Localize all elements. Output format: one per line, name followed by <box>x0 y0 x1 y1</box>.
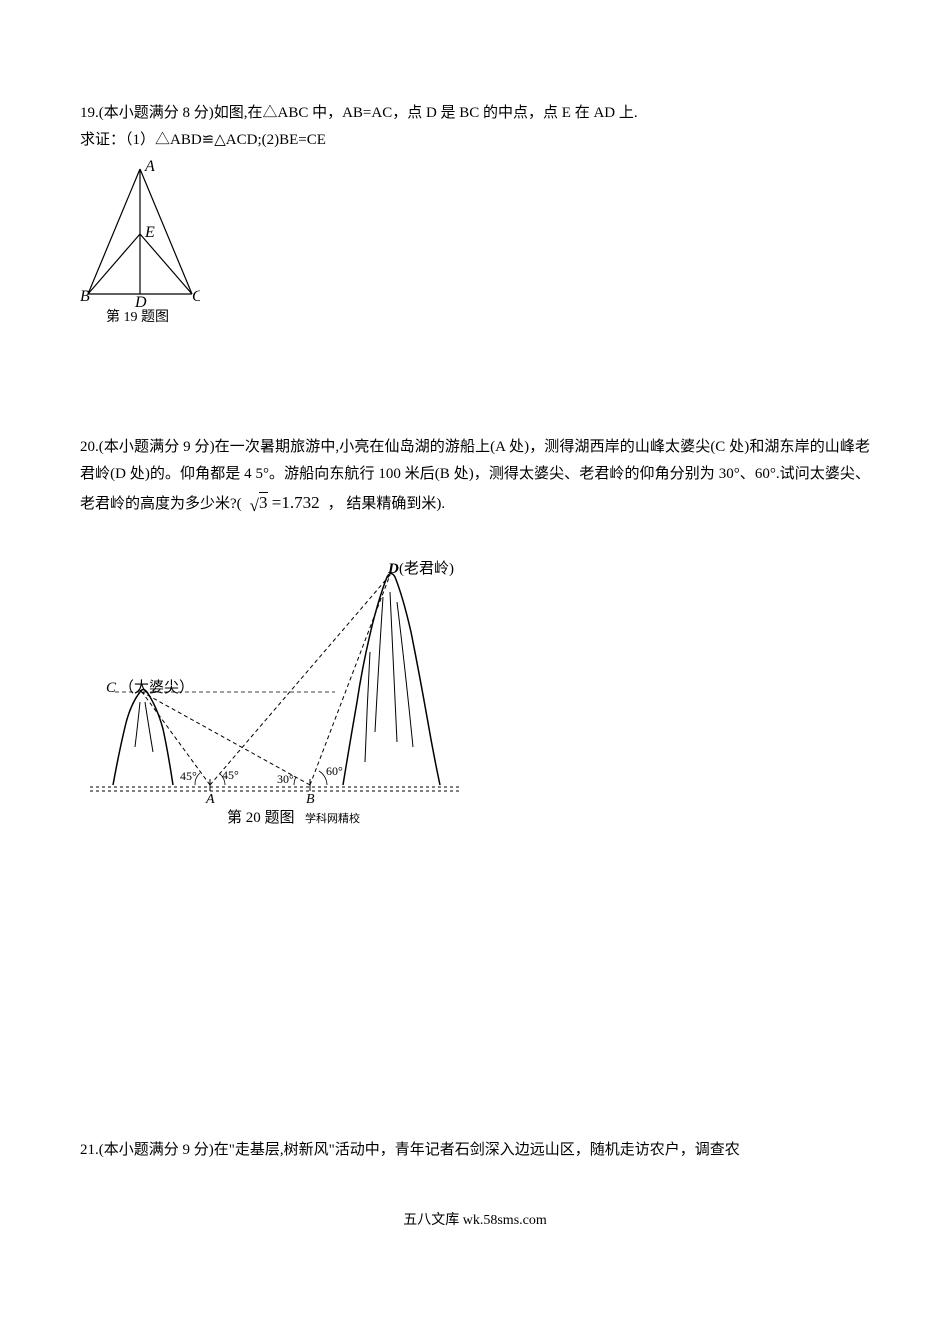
label-c-name: （太婆尖） <box>119 679 194 696</box>
angle-60: 60° <box>326 764 343 778</box>
figure-19: A B C D E 第 19 题图 <box>80 159 870 334</box>
figure-20-caption-main: 第 20 题图 <box>227 808 295 826</box>
label-b-point: B <box>306 792 315 807</box>
problem-21-text: 21.(本小题满分 9 分)在"走基层,树新风"活动中，青年记者石剑深入边远山区… <box>80 1137 870 1164</box>
problem-20: 20.(本小题满分 9 分)在一次暑期旅游中,小亮在仙岛湖的游船上(A 处)，测… <box>80 434 870 837</box>
label-a-point: A <box>205 792 215 807</box>
label-d: D <box>134 294 147 311</box>
problem-19: 19.(本小题满分 8 分)如图,在△ABC 中，AB=AC，点 D 是 BC … <box>80 100 870 334</box>
problem-19-text: 19.(本小题满分 8 分)如图,在△ABC 中，AB=AC，点 D 是 BC … <box>80 100 870 127</box>
label-a: A <box>144 159 155 175</box>
label-b: B <box>80 288 90 305</box>
label-d-name: (老君岭) <box>399 560 454 577</box>
label-d-peak: D <box>387 561 399 577</box>
figure-20-caption-suffix: 学科网精校 <box>305 811 360 825</box>
figure-19-caption: 第 19 题图 <box>106 308 169 324</box>
angle-45-left: 45° <box>180 769 197 783</box>
figure-20: D (老君岭) C （太婆尖） 45° 45° 30° 60° A B 第 20… <box>85 547 870 837</box>
label-e: E <box>144 224 155 241</box>
page-footer: 五八文库 wk.58sms.com <box>0 1209 950 1249</box>
label-c-peak: C <box>106 680 117 696</box>
angle-30: 30° <box>277 772 294 786</box>
problem-21: 21.(本小题满分 9 分)在"走基层,树新风"活动中，青年记者石剑深入边远山区… <box>80 1137 870 1164</box>
problem-20-text2: ， 结果精确到米). <box>328 496 446 512</box>
problem-19-proof: 求证：（1）△ABD≌△ACD;(2)BE=CE <box>80 127 870 154</box>
angle-45-right: 45° <box>222 768 239 782</box>
sqrt-expression: √3 =1.732 <box>245 493 323 512</box>
problem-20-text1: 20.(本小题满分 9 分)在一次暑期旅游中,小亮在仙岛湖的游船上(A 处)，测… <box>80 439 870 512</box>
problem-20-text: 20.(本小题满分 9 分)在一次暑期旅游中,小亮在仙岛湖的游船上(A 处)，测… <box>80 434 870 522</box>
label-c: C <box>192 288 200 305</box>
